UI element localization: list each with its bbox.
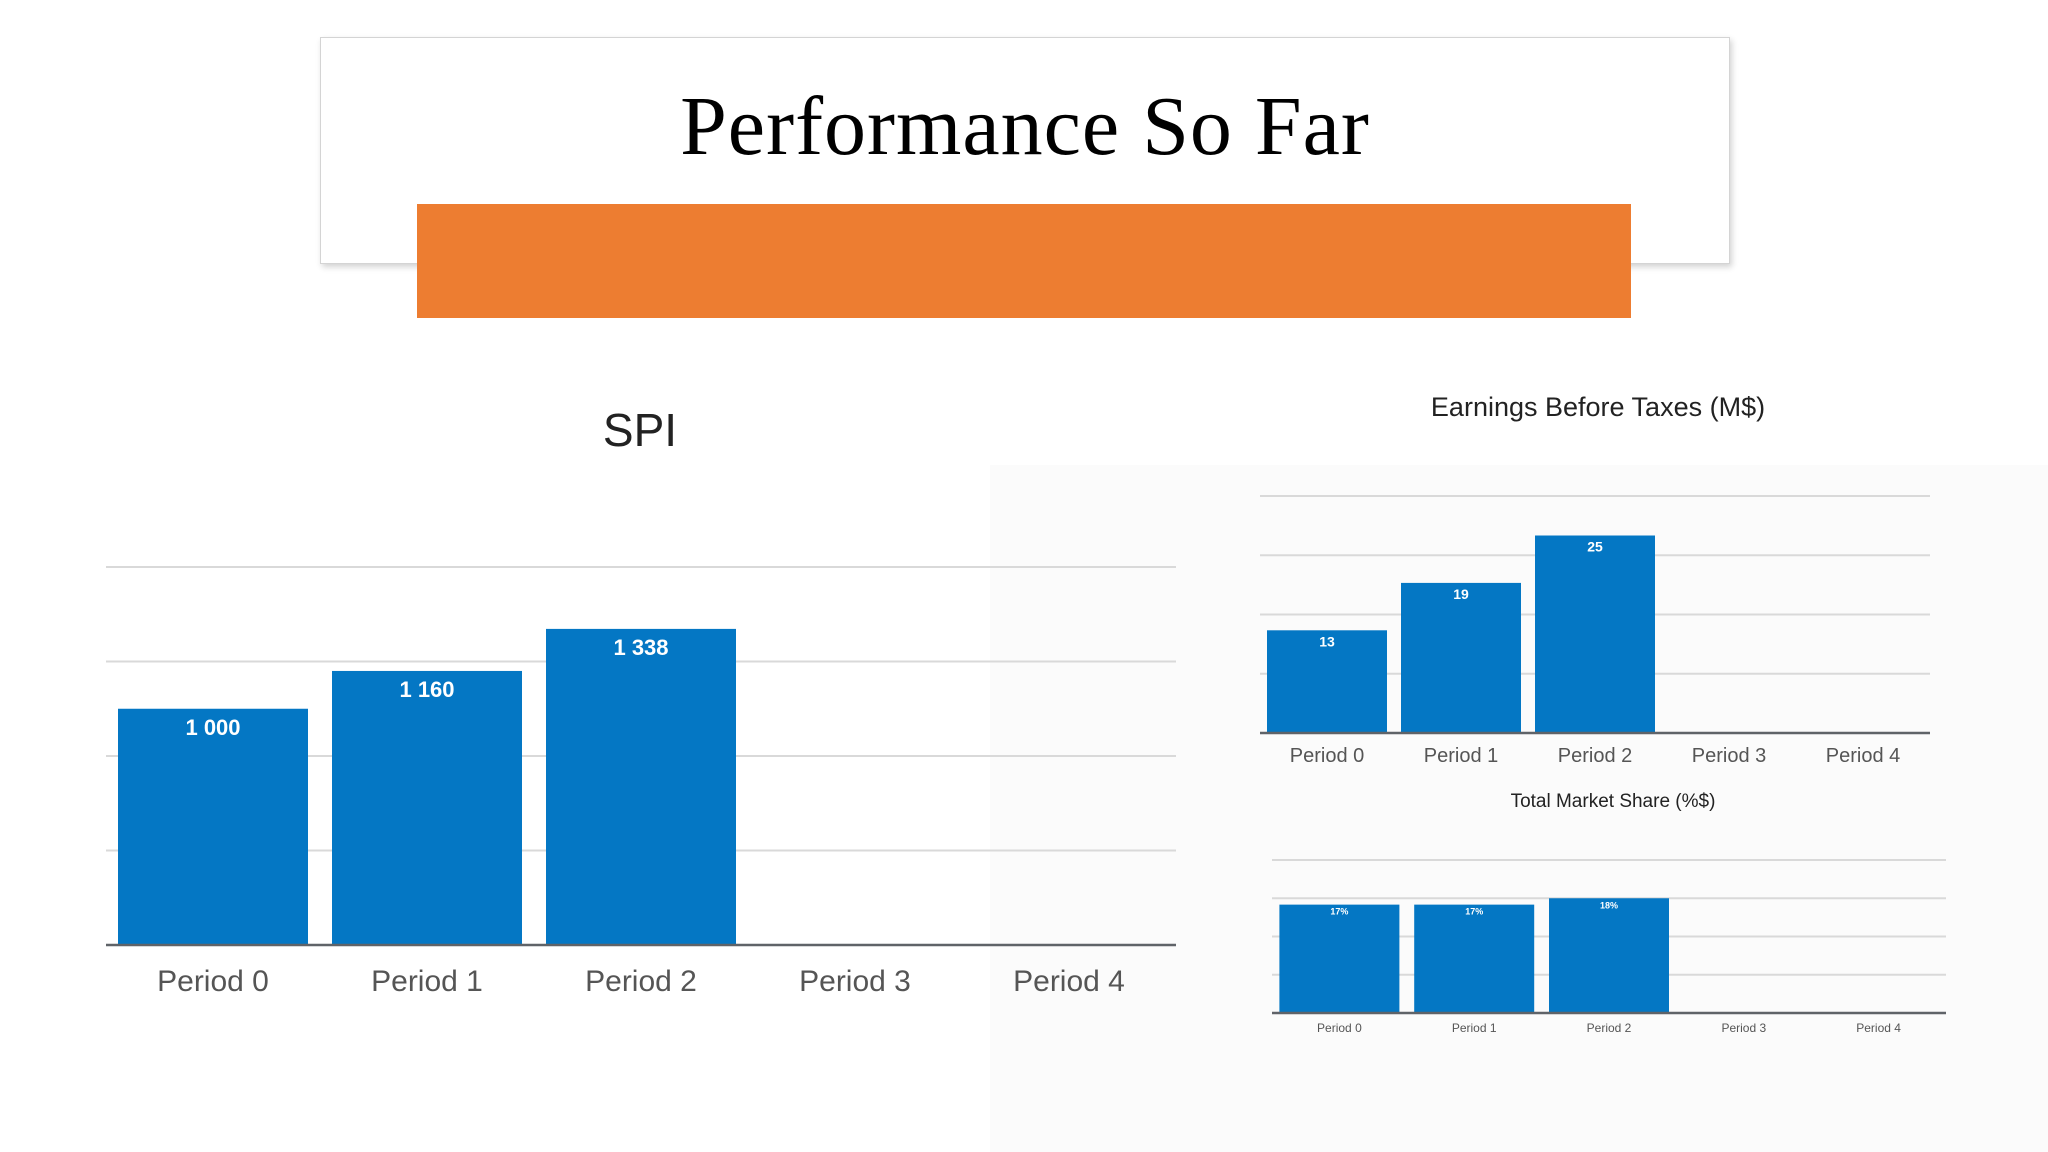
x-tick-label: Period 0: [157, 965, 269, 998]
x-tick-label: Period 2: [1587, 1021, 1632, 1035]
bar: [332, 670, 522, 945]
bar: [1549, 898, 1669, 1013]
x-tick-label: Period 4: [1013, 965, 1125, 998]
data-label: 18%: [1600, 900, 1618, 910]
x-tick-label: Period 0: [1290, 745, 1365, 767]
x-tick-label: Period 2: [1558, 745, 1633, 767]
x-tick-label: Period 4: [1856, 1021, 1901, 1035]
spi-chart: SPI 1 000 Period 0 1 160 Period 1 1 338 Perio…: [100, 395, 1180, 1015]
data-label: 13: [1319, 633, 1335, 649]
slide-title: Performance So Far: [680, 80, 1370, 173]
accent-bar: [417, 204, 1631, 318]
data-label: 1 000: [185, 715, 240, 740]
bar: [1535, 535, 1655, 733]
right-panel-background: [990, 465, 2048, 1152]
spi-chart-plot: 1 000 Period 0 1 160 Period 1 1 338 Period 2 P…: [106, 566, 1176, 998]
x-tick-label: Period 3: [799, 965, 911, 998]
bar: [1279, 904, 1400, 1013]
earnings-chart-plot: 13 Period 0 19 Period 1 25 Period 2 Period 3 Pe…: [1260, 495, 1930, 767]
data-label: 1 160: [399, 677, 454, 702]
x-tick-label: Period 1: [1424, 745, 1499, 767]
chart-title: Total Market Share (%$): [1510, 791, 1716, 812]
x-tick-label: Period 1: [371, 965, 483, 998]
x-tick-label: Period 3: [1692, 745, 1767, 767]
bar: [1414, 904, 1535, 1013]
earnings-chart: Earnings Before Taxes (M$) 13 Period 0 19 P…: [1258, 390, 1938, 780]
bar: [1267, 630, 1387, 733]
bar: [1401, 582, 1521, 733]
data-label: 1 338: [613, 635, 668, 660]
x-tick-label: Period 2: [585, 965, 697, 998]
data-label: 19: [1453, 586, 1469, 602]
chart-title: Earnings Before Taxes (M$): [1430, 392, 1766, 422]
x-tick-label: Period 0: [1317, 1021, 1362, 1035]
bar: [118, 708, 308, 945]
data-label: 25: [1587, 539, 1603, 555]
x-tick-label: Period 4: [1826, 745, 1901, 767]
data-label: 17%: [1465, 907, 1483, 917]
x-tick-label: Period 1: [1452, 1021, 1497, 1035]
bar: [546, 628, 736, 945]
x-tick-label: Period 3: [1721, 1021, 1766, 1035]
market-share-chart: Total Market Share (%$) 17% Period 0 17% Pe…: [1268, 788, 1958, 1038]
market-share-chart-plot: 17% Period 0 17% Period 1 18% Period 2 Period …: [1272, 859, 1946, 1035]
chart-title: SPI: [602, 404, 678, 456]
data-label: 17%: [1330, 907, 1348, 917]
